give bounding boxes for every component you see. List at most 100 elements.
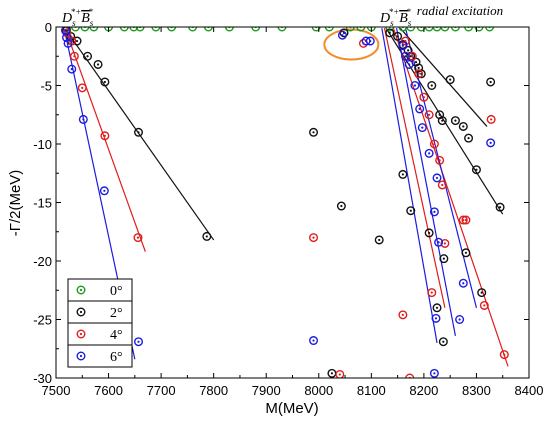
data-point: [400, 36, 410, 46]
point-ring: [458, 278, 468, 288]
point-ring: [336, 201, 346, 211]
fit-line: [385, 27, 504, 215]
point-ring: [99, 186, 109, 196]
point-dot: [443, 242, 447, 245]
annot-right-main: D: [379, 11, 390, 26]
point-ring: [385, 28, 395, 38]
point-dot: [458, 318, 461, 321]
point-ring: [72, 36, 82, 46]
point-dot: [417, 72, 420, 75]
point-ring: [406, 206, 416, 216]
data-point: [335, 369, 345, 378]
point-dot: [64, 29, 67, 32]
point-dot: [65, 36, 68, 39]
point-ring: [429, 368, 439, 378]
point-dot: [413, 84, 417, 87]
legend-label: 0°: [110, 284, 123, 299]
data-point: [479, 300, 489, 310]
data-point: [202, 231, 212, 241]
point-dot: [70, 68, 73, 71]
data-point: [69, 51, 79, 61]
x-tick-label: 7600: [94, 383, 123, 398]
point-ring: [486, 138, 496, 148]
point-dot: [407, 49, 410, 52]
legend-marker-dot: [79, 310, 83, 314]
point-dot: [454, 119, 457, 122]
point-ring: [438, 337, 448, 347]
data-point: [424, 228, 434, 238]
point-dot: [441, 119, 444, 122]
data-point: [374, 235, 384, 245]
point-dot: [82, 118, 85, 121]
point-ring: [419, 92, 429, 102]
point-dot: [340, 204, 343, 208]
point-ring: [431, 313, 441, 323]
annot-left-sub: s: [72, 18, 76, 28]
point-dot: [433, 142, 436, 146]
point-dot: [103, 134, 106, 137]
point-ring: [471, 165, 481, 175]
legend-marker: [76, 329, 86, 339]
point-dot: [312, 131, 315, 134]
point-dot: [409, 209, 412, 212]
point-ring: [77, 83, 87, 93]
data-point: [134, 127, 144, 137]
point-ring: [427, 288, 437, 298]
axis-ticks: 7500 7600 7700 7800 7900 8000 8100 8200 8300 8400…: [33, 20, 543, 398]
point-dot: [404, 55, 407, 58]
data-point: [429, 139, 439, 149]
point-dot: [467, 137, 470, 140]
fit-line: [64, 29, 146, 252]
point-ring: [437, 116, 447, 126]
data-point: [432, 173, 442, 183]
point-dot: [388, 31, 391, 34]
point-ring: [415, 104, 425, 114]
y-axis-title: -Γ/2(MeV): [7, 170, 24, 237]
point-ring: [78, 114, 88, 124]
point-ring: [461, 248, 471, 258]
point-dot: [428, 113, 431, 116]
point-dot: [442, 340, 445, 343]
point-dot: [464, 218, 468, 222]
point-ring: [67, 64, 77, 74]
point-ring: [429, 139, 439, 149]
point-ring: [62, 33, 72, 43]
fit-line: [392, 27, 509, 367]
annot-right-suffix: radial excitation: [417, 3, 503, 18]
data-point: [134, 337, 144, 347]
legend-marker-dot: [79, 332, 83, 336]
point-dot: [475, 168, 478, 171]
annot-left-main2: B: [81, 11, 90, 26]
point-ring: [439, 254, 449, 264]
data-point: [486, 114, 496, 124]
point-dot: [464, 251, 468, 254]
data-point: [424, 110, 434, 120]
point-dot: [433, 210, 436, 213]
y-tick-label: -5: [40, 79, 52, 94]
data-point: [365, 36, 375, 46]
data-point: [67, 64, 77, 74]
legend-marker: [76, 351, 86, 361]
point-ring: [424, 110, 434, 120]
annot-left-main: D: [61, 11, 72, 26]
point-dot: [418, 107, 421, 110]
data-point: [417, 123, 427, 133]
point-ring: [398, 169, 408, 179]
point-ring: [393, 31, 403, 41]
data-point: [499, 350, 509, 360]
data-point: [72, 36, 82, 46]
data-point: [400, 51, 410, 61]
legend-item: 6°: [76, 350, 123, 365]
point-dot: [312, 339, 315, 342]
point-ring: [337, 30, 347, 40]
legend-item: 0°: [76, 284, 123, 299]
point-dot: [73, 55, 76, 58]
data-point: [63, 38, 73, 48]
point-ring: [69, 51, 79, 61]
data-point: [309, 336, 319, 346]
data-point: [93, 59, 103, 69]
point-ring: [405, 373, 415, 378]
point-ring: [495, 202, 505, 212]
point-ring: [309, 233, 319, 243]
data-point: [398, 41, 408, 51]
